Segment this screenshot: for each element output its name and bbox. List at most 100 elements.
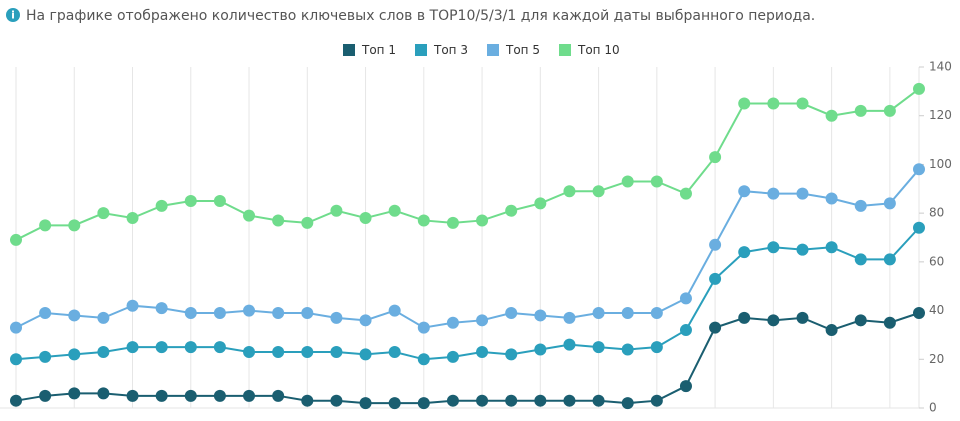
y-tick-label: 140 bbox=[929, 60, 952, 74]
data-point bbox=[330, 204, 343, 217]
data-point bbox=[883, 104, 896, 117]
data-point bbox=[679, 380, 692, 393]
legend-label: Топ 3 bbox=[433, 43, 468, 57]
data-point bbox=[825, 324, 838, 337]
data-point bbox=[39, 307, 52, 320]
data-point bbox=[621, 175, 634, 188]
data-point bbox=[825, 192, 838, 205]
data-point bbox=[505, 204, 518, 217]
legend-swatch bbox=[343, 44, 355, 56]
data-point bbox=[679, 187, 692, 200]
data-point bbox=[272, 307, 285, 320]
data-point bbox=[854, 253, 867, 266]
data-point bbox=[10, 233, 22, 246]
data-point bbox=[243, 304, 256, 317]
data-point bbox=[388, 204, 401, 217]
data-point bbox=[330, 345, 343, 358]
y-tick-label: 80 bbox=[929, 206, 944, 220]
data-point bbox=[126, 212, 139, 225]
legend-label: Топ 5 bbox=[505, 43, 540, 57]
data-point bbox=[272, 389, 285, 402]
data-point bbox=[913, 307, 925, 320]
data-point bbox=[854, 199, 867, 212]
data-point bbox=[563, 311, 576, 324]
data-point bbox=[68, 309, 81, 322]
chart-title: На графике отображено количество ключевы… bbox=[26, 8, 815, 24]
y-tick-label: 40 bbox=[929, 303, 944, 317]
data-point bbox=[738, 311, 751, 324]
data-point bbox=[563, 394, 576, 407]
data-point bbox=[243, 389, 256, 402]
data-point bbox=[592, 341, 605, 354]
data-point bbox=[243, 345, 256, 358]
data-point bbox=[767, 97, 780, 110]
data-point bbox=[709, 321, 722, 334]
data-point bbox=[97, 207, 110, 220]
data-point bbox=[854, 314, 867, 327]
data-point bbox=[738, 246, 751, 259]
data-point bbox=[39, 350, 52, 363]
data-point bbox=[679, 292, 692, 305]
data-point bbox=[709, 272, 722, 285]
data-point bbox=[330, 394, 343, 407]
data-point bbox=[446, 350, 459, 363]
data-point bbox=[359, 397, 372, 410]
y-tick-label: 120 bbox=[929, 108, 952, 122]
data-point bbox=[388, 304, 401, 317]
data-point bbox=[709, 151, 722, 164]
data-point bbox=[592, 185, 605, 198]
info-icon-glyph: i bbox=[11, 9, 15, 22]
data-point bbox=[126, 341, 139, 354]
data-point bbox=[534, 197, 547, 210]
series-line bbox=[15, 227, 920, 361]
y-tick-label: 0 bbox=[929, 401, 937, 415]
data-point bbox=[184, 389, 197, 402]
data-point bbox=[155, 389, 168, 402]
legend-swatch bbox=[415, 44, 427, 56]
data-point bbox=[505, 348, 518, 361]
data-point bbox=[476, 394, 489, 407]
data-point bbox=[39, 389, 52, 402]
data-point bbox=[563, 185, 576, 198]
data-point bbox=[272, 345, 285, 358]
legend-label: Топ 10 bbox=[577, 43, 620, 57]
data-point bbox=[39, 219, 52, 232]
data-point bbox=[563, 338, 576, 351]
data-point bbox=[184, 341, 197, 354]
data-point bbox=[301, 394, 314, 407]
data-point bbox=[126, 299, 139, 312]
data-point bbox=[534, 394, 547, 407]
data-point bbox=[417, 353, 430, 366]
data-point bbox=[388, 397, 401, 410]
y-tick-label: 20 bbox=[929, 352, 944, 366]
data-point bbox=[446, 316, 459, 329]
data-point bbox=[10, 321, 22, 334]
data-point bbox=[97, 345, 110, 358]
data-point bbox=[359, 212, 372, 225]
data-point bbox=[796, 311, 809, 324]
data-point bbox=[534, 343, 547, 356]
data-point bbox=[883, 253, 896, 266]
data-point bbox=[476, 314, 489, 327]
data-point bbox=[417, 321, 430, 334]
y-tick-label: 60 bbox=[929, 254, 944, 268]
data-point bbox=[709, 238, 722, 251]
data-point bbox=[476, 214, 489, 227]
data-point bbox=[796, 97, 809, 110]
data-point bbox=[213, 341, 226, 354]
data-point bbox=[738, 185, 751, 198]
data-point bbox=[213, 307, 226, 320]
data-point bbox=[738, 97, 751, 110]
data-point bbox=[767, 241, 780, 254]
data-point bbox=[650, 394, 663, 407]
data-point bbox=[796, 243, 809, 256]
data-point bbox=[476, 345, 489, 358]
legend-swatch bbox=[487, 44, 499, 56]
data-point bbox=[10, 353, 22, 366]
data-point bbox=[301, 216, 314, 229]
data-point bbox=[243, 209, 256, 222]
data-point bbox=[184, 307, 197, 320]
data-point bbox=[155, 302, 168, 315]
data-point bbox=[417, 214, 430, 227]
